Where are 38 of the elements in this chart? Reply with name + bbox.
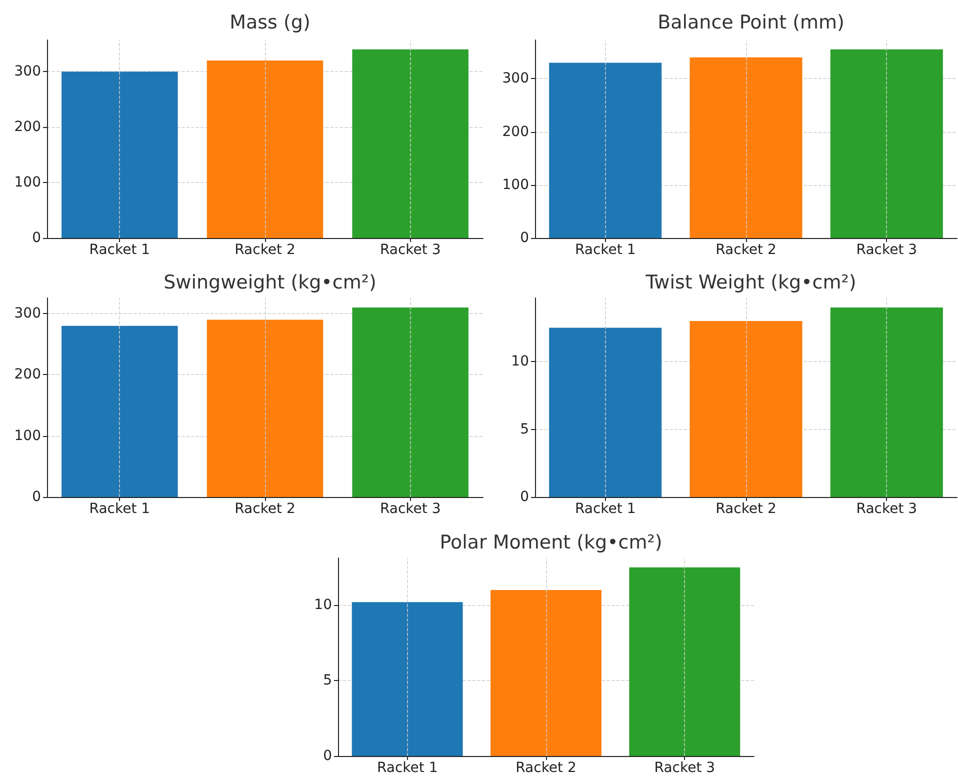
x-tick-label: Racket 3 xyxy=(380,242,441,258)
x-tick-label: Racket 3 xyxy=(380,501,441,517)
x-tick-label: Racket 1 xyxy=(574,501,636,517)
y-tick-label: 300 xyxy=(14,306,41,322)
y-tick-label: 0 xyxy=(32,489,41,505)
x-tick-label: Racket 3 xyxy=(654,760,716,776)
x-tick-label: Racket 2 xyxy=(716,242,776,258)
y-tick-label: 0 xyxy=(520,230,529,246)
y-tick-label: 100 xyxy=(502,176,529,193)
y-tick-label: 300 xyxy=(14,64,41,80)
chart-title: Balance Point (mm) xyxy=(658,12,844,34)
x-tick-label: Racket 2 xyxy=(234,501,296,517)
y-tick-label: 5 xyxy=(520,421,529,438)
y-tick-label: 200 xyxy=(502,124,529,140)
x-tick-label: Racket 1 xyxy=(376,760,438,776)
x-tick-label: Racket 2 xyxy=(716,501,776,517)
y-tick-label: 0 xyxy=(32,230,41,246)
y-tick-label: 0 xyxy=(323,748,332,764)
y-tick-label: 10 xyxy=(314,597,332,614)
y-tick-label: 100 xyxy=(14,428,41,444)
x-tick-label: Racket 3 xyxy=(856,501,918,517)
chart-title: Twist Weight (kg•cm²) xyxy=(644,272,856,294)
x-tick-label: Racket 2 xyxy=(234,242,296,258)
chart-title: Mass (g) xyxy=(230,12,310,34)
chart-title: Swingweight (kg•cm²) xyxy=(164,272,376,294)
y-tick-label: 200 xyxy=(14,119,41,136)
chart-title: Polar Moment (kg•cm²) xyxy=(440,532,662,554)
y-tick-label: 100 xyxy=(14,174,41,191)
x-tick-label: Racket 1 xyxy=(574,242,636,258)
x-tick-label: Racket 1 xyxy=(89,501,150,517)
y-tick-label: 300 xyxy=(502,70,529,87)
y-tick-label: 0 xyxy=(520,489,529,505)
x-tick-label: Racket 2 xyxy=(516,760,576,776)
x-tick-label: Racket 3 xyxy=(856,242,918,258)
y-tick-label: 200 xyxy=(14,366,41,383)
y-tick-label: 10 xyxy=(511,354,529,370)
x-tick-label: Racket 1 xyxy=(89,242,150,258)
y-tick-label: 5 xyxy=(323,672,332,689)
